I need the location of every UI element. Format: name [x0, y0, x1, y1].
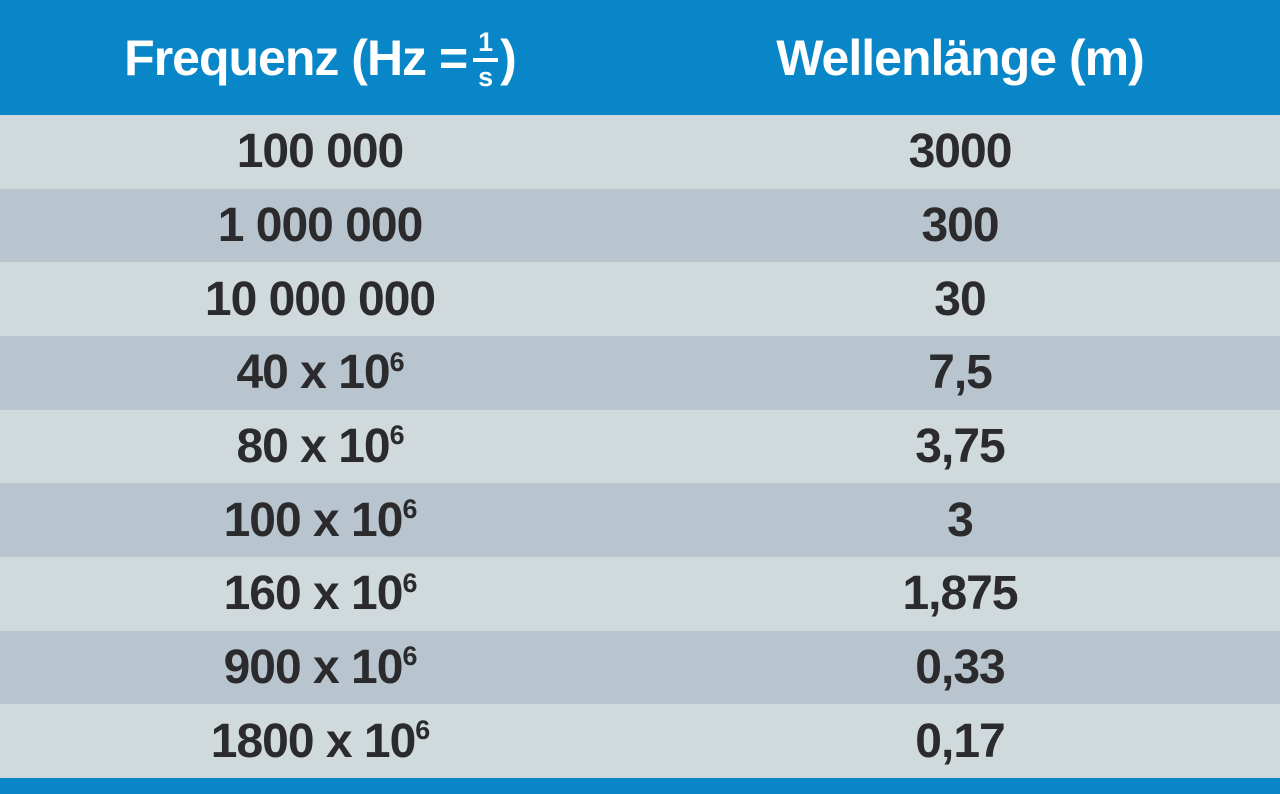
frequency-header-prefix: Frequenz (Hz = [124, 29, 468, 86]
frequency-cell: 900 x 10 6 [223, 641, 418, 695]
frequency-cell: 1800 x 10 6 [210, 714, 430, 768]
fraction-denominator: s [478, 61, 494, 92]
wavelength-cell: 3000 [908, 125, 1013, 179]
table-row: 160 x 10 6 1,875 [0, 557, 1280, 631]
wavelength-cell: 0,33 [915, 641, 1005, 695]
table-row: 10 000 000 30 [0, 262, 1280, 337]
wavelength-column-header: Wellenlänge (m) [776, 29, 1144, 86]
frequency-column-header: Frequenz (Hz = 1 s ) [0, 0, 640, 115]
frequency-cell: 40 x 10 6 [236, 346, 404, 400]
bottom-accent-bar [0, 778, 1280, 794]
frequency-cell: 80 x 10 6 [236, 420, 404, 474]
wavelength-cell: 3,75 [915, 420, 1005, 474]
wavelength-cell: 0,17 [915, 714, 1005, 768]
wavelength-cell: 300 [921, 199, 999, 252]
one-over-s-fraction: 1 s [473, 28, 499, 92]
table-header-row: Frequenz (Hz = 1 s ) Wellenlänge (m) [0, 0, 1280, 115]
frequency-cell: 100 000 [236, 125, 405, 179]
frequency-cell: 10 000 000 [204, 272, 436, 326]
table-row: 40 x 10 6 7,5 [0, 336, 1280, 410]
table-row: 1800 x 10 6 0,17 [0, 704, 1280, 779]
table-row: 80 x 10 6 3,75 [0, 409, 1280, 484]
frequency-cell: 100 x 10 6 [223, 493, 418, 547]
table-row: 100 x 10 6 3 [0, 483, 1280, 558]
frequency-header-suffix: ) [500, 29, 517, 86]
wavelength-cell: 3 [947, 493, 974, 547]
wavelength-cell: 1,875 [902, 567, 1018, 621]
fraction-numerator: 1 [473, 28, 499, 62]
wavelength-cell: 30 [934, 272, 986, 326]
table-row: 1 000 000 300 [0, 188, 1280, 263]
table-row: 100 000 3000 [0, 115, 1280, 189]
table-row: 900 x 10 6 0,33 [0, 630, 1280, 705]
frequency-cell: 1 000 000 [217, 199, 424, 252]
frequency-cell: 160 x 10 6 [223, 567, 418, 621]
wavelength-cell: 7,5 [928, 346, 993, 400]
table-body: 100 000 3000 1 000 000 300 10 000 000 30 40 x … [0, 115, 1280, 779]
